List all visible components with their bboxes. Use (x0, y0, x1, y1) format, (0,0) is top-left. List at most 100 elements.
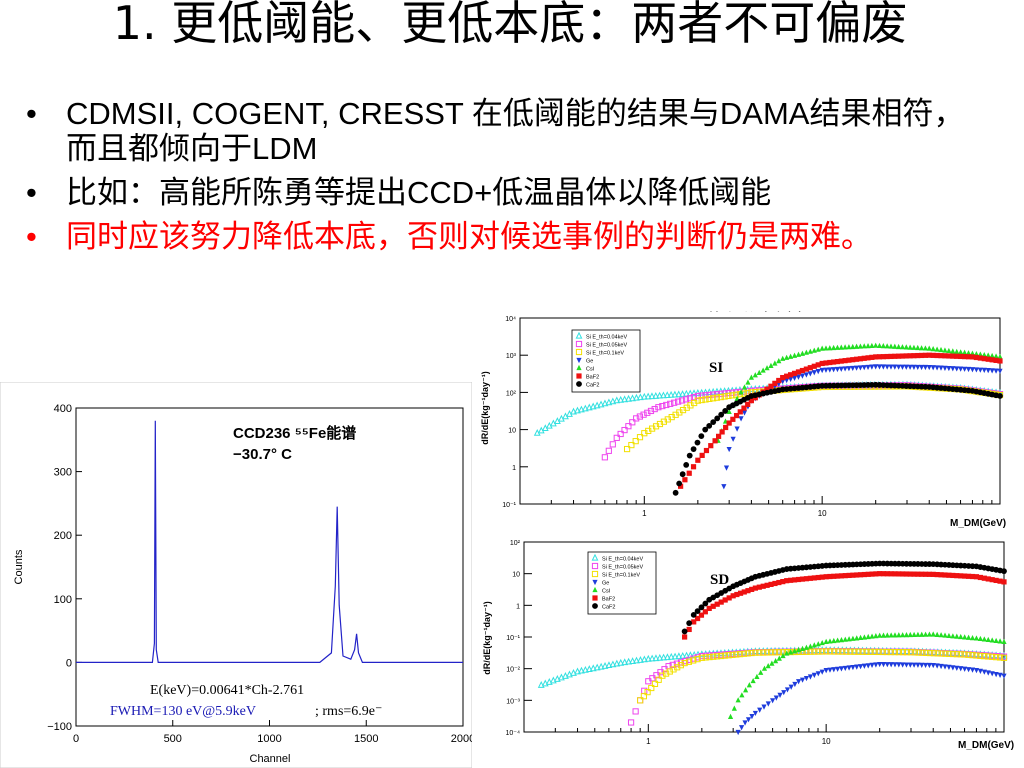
data-point (965, 651, 972, 658)
data-point (758, 669, 764, 675)
bullet-dot: • (26, 219, 37, 254)
data-point (660, 653, 668, 661)
data-point (769, 660, 775, 666)
data-point (695, 457, 701, 463)
data-point (930, 352, 936, 358)
data-point (722, 597, 728, 603)
data-point (735, 729, 741, 736)
data-point (873, 342, 879, 348)
data-point (721, 484, 727, 490)
data-point (985, 368, 991, 374)
data-point (973, 652, 980, 659)
data-point (784, 578, 790, 584)
data-point (773, 695, 779, 701)
data-point (877, 571, 883, 577)
data-point (676, 480, 683, 487)
data-point (961, 366, 968, 372)
data-point (815, 671, 821, 677)
data-point (803, 349, 809, 355)
data-point (850, 635, 856, 641)
data-point (637, 656, 644, 663)
data-point (706, 653, 713, 661)
y-tick-label: 10² (510, 540, 521, 547)
data-point (775, 649, 783, 656)
legend-entry: CaF2 (586, 383, 599, 389)
data-point (632, 708, 639, 715)
data-point (838, 344, 844, 350)
data-point (877, 661, 883, 668)
y-tick-label: 10⁻³ (506, 698, 520, 705)
legend-entry: Si E_th=0.1keV (602, 573, 640, 579)
data-point (997, 393, 1003, 399)
data-point (796, 679, 802, 685)
data-point (681, 659, 688, 667)
data-point (633, 656, 640, 664)
data-point (873, 571, 879, 577)
legend-frame (587, 551, 657, 615)
data-point (629, 394, 636, 402)
data-point (795, 576, 802, 583)
data-point (655, 404, 662, 411)
data-point (938, 365, 944, 371)
data-point (743, 687, 749, 693)
legend-entry: Si E_th=0.04keV (586, 335, 627, 341)
data-point (993, 357, 999, 363)
data-point (727, 713, 734, 719)
data-point (938, 346, 944, 353)
data-point (644, 654, 652, 662)
data-point (969, 367, 976, 373)
data-point (865, 571, 871, 577)
data-point (853, 343, 860, 349)
data-point (738, 389, 744, 395)
legend-marker (576, 364, 582, 371)
data-point (861, 343, 867, 349)
data-point (795, 351, 802, 357)
data-point (768, 649, 775, 656)
data-point (819, 669, 825, 675)
data-point (961, 651, 968, 658)
data-point (632, 438, 639, 445)
data-point (834, 366, 841, 373)
data-point (871, 648, 878, 656)
legend-marker (591, 570, 599, 578)
data-point (981, 351, 987, 358)
data-point (896, 364, 902, 370)
data-point (969, 634, 976, 641)
data-point (625, 657, 633, 665)
data-point (997, 353, 1003, 360)
legend-marker (576, 357, 582, 364)
data-point (831, 573, 837, 579)
data-point (703, 447, 710, 454)
legend-marker (591, 553, 599, 561)
data-point (850, 357, 856, 363)
data-point (861, 663, 867, 669)
data-point (682, 634, 688, 640)
legend-marker (576, 381, 582, 387)
y-tick-label: 200 (54, 530, 72, 542)
data-point (892, 571, 898, 577)
data-point (954, 353, 960, 359)
data-point (846, 357, 852, 363)
data-point (887, 648, 894, 656)
data-point (911, 649, 918, 656)
data-point (957, 651, 964, 658)
data-point (911, 571, 917, 577)
data-point (823, 668, 829, 674)
data-point (776, 655, 782, 661)
data-point (811, 648, 818, 655)
data-point (627, 719, 635, 726)
data-point (846, 636, 852, 642)
data-point (740, 650, 748, 657)
data-point (784, 650, 790, 656)
data-point (934, 650, 941, 657)
data-point (748, 649, 755, 657)
legend-entry: Si E_th=0.04keV (602, 557, 643, 563)
legend-marker (592, 586, 598, 593)
data-point (827, 638, 833, 644)
legend-entry: BaF2 (586, 375, 599, 381)
data-point (756, 584, 762, 590)
data-point (803, 576, 810, 582)
data-point (811, 575, 817, 581)
data-point (985, 352, 991, 358)
data-point (981, 653, 988, 660)
